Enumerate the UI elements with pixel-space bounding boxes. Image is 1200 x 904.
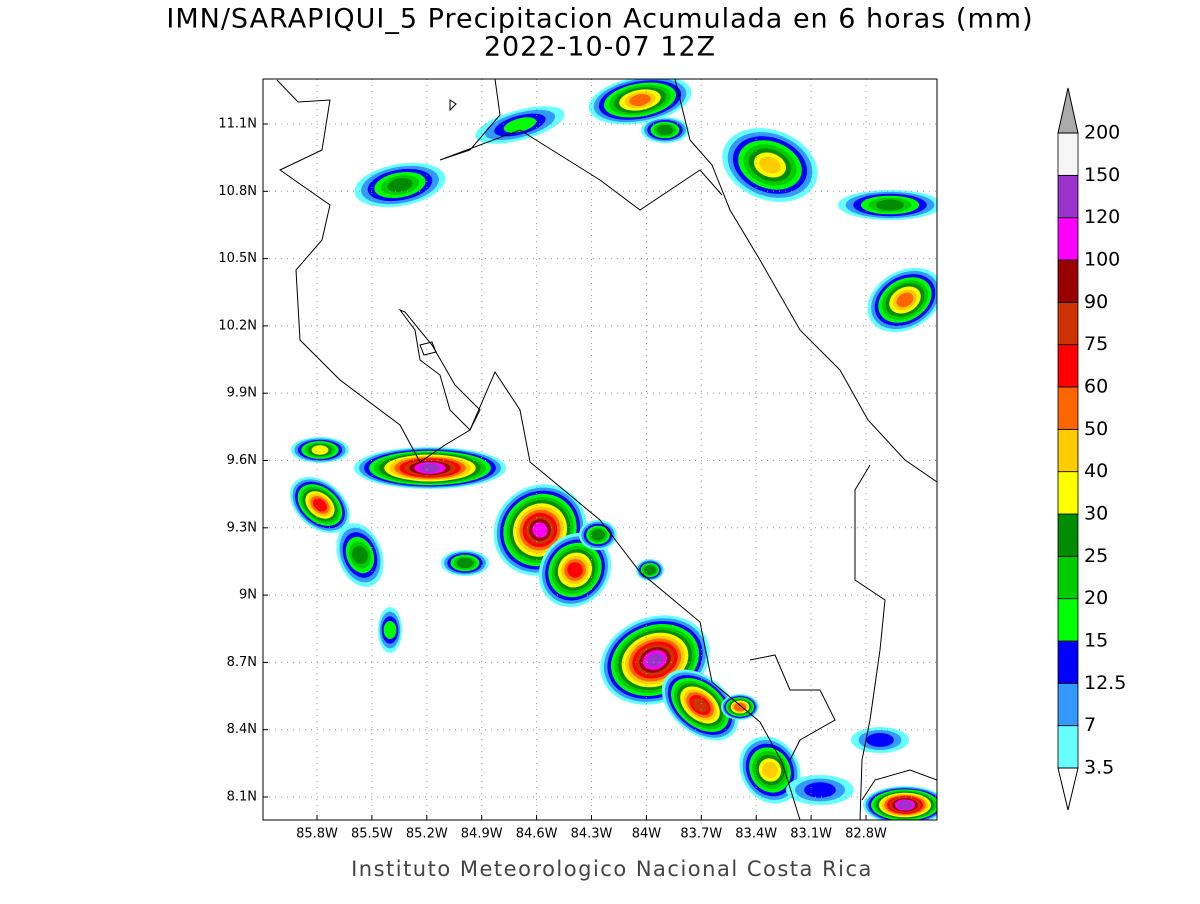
colorbar-label: 20 (1084, 587, 1108, 609)
rain-area (804, 782, 836, 798)
colorbar-under (1057, 767, 1079, 811)
rain-area (897, 800, 913, 810)
lon-tick-label: 84.9W (461, 827, 503, 842)
lat-tick-label: 8.4N (227, 722, 257, 737)
rain-area (503, 117, 537, 133)
map-frame (262, 78, 938, 821)
colorbar-label: 12.5 (1084, 672, 1126, 694)
colorbar-bin (1057, 598, 1079, 642)
colorbar-label: 30 (1084, 503, 1108, 525)
colorbar-label: 120 (1084, 206, 1120, 228)
rain-area (383, 620, 397, 640)
colorbar-label: 40 (1084, 460, 1108, 482)
lat-tick-label: 11.1N (218, 117, 257, 132)
colorbar-label: 15 (1084, 630, 1108, 652)
rain-area (419, 463, 441, 473)
rain-area (896, 292, 914, 308)
lat-tick-label: 8.7N (227, 655, 257, 670)
colorbar-bin (1057, 640, 1079, 684)
colorbar-bin (1057, 513, 1079, 557)
colorbar-label: 75 (1084, 333, 1108, 355)
colorbar-label: 60 (1084, 376, 1108, 398)
lat-tick-label: 9.3N (227, 520, 257, 535)
lat-tick-label: 10.2N (218, 318, 257, 333)
lat-tick-label: 9.9N (227, 386, 257, 401)
rain-area (387, 178, 413, 192)
lon-tick-label: 84W (632, 827, 662, 842)
island (449, 99, 457, 112)
rain-area (762, 762, 778, 778)
peninsula (749, 654, 836, 761)
rain-area (590, 529, 606, 541)
rain-area (532, 522, 548, 538)
colorbar-label: 90 (1084, 291, 1108, 313)
coastlines (276, 79, 937, 820)
lon-tick-label: 83.7W (680, 827, 722, 842)
colorbar-bin (1057, 471, 1079, 515)
lat-tick-label: 9.6N (227, 453, 257, 468)
colorbar-bin (1057, 725, 1079, 769)
map-subtitle: 2022-10-07 12Z (484, 32, 716, 63)
colorbar-label: 100 (1084, 249, 1120, 271)
colorbar-over (1057, 87, 1079, 134)
colorbar-bin (1057, 217, 1079, 261)
rain-area (759, 156, 781, 174)
lon-tick-label: 84.3W (571, 827, 613, 842)
lon-tick-label: 85.8W (296, 827, 338, 842)
colorbar-bin (1057, 428, 1079, 473)
coast-panama-south (861, 769, 937, 801)
caribbean-coast (674, 79, 937, 483)
map-title: IMN/SARAPIQUI_5 Precipitacion Acumulada … (166, 4, 1033, 35)
lon-tick-label: 84.6W (516, 827, 558, 842)
rain-area (733, 702, 747, 712)
colorbar-bin (1057, 132, 1079, 176)
footer: Instituto Meteorologico Nacional Costa R… (351, 857, 873, 881)
rain-area (656, 124, 674, 136)
rain-area (692, 697, 708, 713)
lon-tick-label: 83.1W (790, 827, 832, 842)
precipitation (290, 79, 937, 820)
lat-tick-label: 9N (239, 588, 257, 603)
lon-tick-label: 83.4W (735, 827, 777, 842)
colorbar-label: 150 (1084, 164, 1120, 186)
colorbar-bin (1057, 174, 1079, 219)
rain-area (876, 199, 904, 211)
rain-area (311, 445, 329, 455)
rain-area (567, 562, 583, 578)
colorbar-bin (1057, 682, 1079, 727)
rain-area (629, 93, 651, 107)
colorbar-label: 7 (1084, 714, 1096, 736)
rain-area (456, 557, 474, 569)
colorbar-bin (1057, 259, 1079, 303)
colorbar-bin (1057, 555, 1079, 600)
lat-tick-label: 10.5N (218, 251, 257, 266)
island (419, 341, 437, 356)
colorbar-bin (1057, 386, 1079, 430)
colorbar-bin (1057, 344, 1079, 388)
colorbar-label: 25 (1084, 545, 1108, 567)
colorbar: 3.5 7 12.5 15 20 25 30 40 50 60 75 90 100 120 150 200 (1057, 87, 1126, 811)
colorbar-label: 50 (1084, 418, 1108, 440)
lat-tick-label: 10.8N (218, 184, 257, 199)
axes: 11.1N 10.8N 10.5N 10.2N 9.9N 9.6N 9.3N 9N 8.7N 8.… (218, 117, 887, 842)
lon-tick-label: 82.8W (845, 827, 887, 842)
rain-area (646, 653, 664, 667)
rain-area (352, 545, 368, 565)
lon-tick-label: 85.2W (406, 827, 448, 842)
border (439, 79, 723, 211)
colorbar-bin (1057, 301, 1079, 346)
lon-tick-label: 85.5W (351, 827, 393, 842)
rain-area (643, 565, 657, 575)
rain-area (313, 498, 327, 512)
colorbar-label: 3.5 (1084, 757, 1114, 779)
coast-panama (854, 464, 886, 820)
lat-tick-label: 8.1N (227, 790, 257, 805)
pacific-coast (276, 79, 801, 820)
rain-area (866, 733, 894, 747)
grid (263, 79, 937, 820)
colorbar-label: 200 (1084, 122, 1120, 144)
